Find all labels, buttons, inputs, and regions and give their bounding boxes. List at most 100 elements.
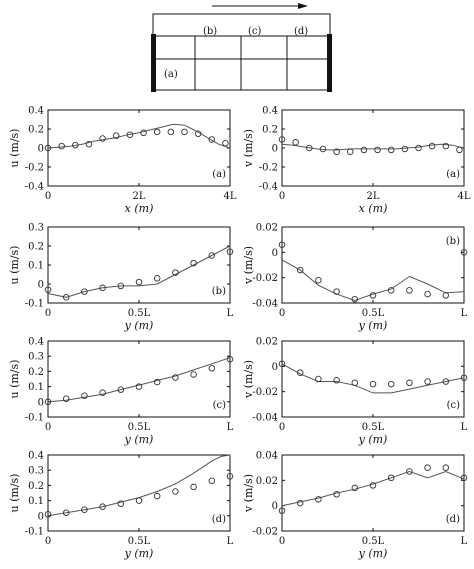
y-tick-label: 0.2 [28, 242, 44, 253]
y-tick-label: 0 [272, 501, 278, 512]
data-point [153, 275, 161, 282]
panel-label: (b) [212, 286, 226, 297]
x-tick-label: L [461, 536, 468, 547]
y-axis-label: v (m/s) [242, 246, 255, 285]
panel-label: (d) [212, 514, 226, 525]
plot-frame [281, 340, 465, 418]
series-line [47, 245, 231, 298]
series-line [47, 357, 231, 403]
data-point [406, 379, 413, 387]
y-tick-label: -0.04 [252, 413, 278, 424]
data-point [194, 130, 202, 137]
data-point [112, 132, 120, 139]
x-tick-label: 0.5L [362, 308, 385, 319]
chart-panel-5: 0 0.5L L-0.100.10.20.30.4y (m)u (m/s)(c) [8, 337, 234, 447]
data-point [99, 503, 106, 510]
x-tick-label: 0.5L [128, 308, 151, 319]
data-point [153, 128, 161, 136]
series-line [47, 123, 231, 149]
data-point [190, 259, 197, 267]
data-point [117, 282, 125, 290]
y-tick-label: -0.1 [25, 299, 44, 310]
data-point [226, 248, 234, 255]
y-tick-label: 0.3 [28, 466, 44, 477]
data-point [117, 500, 125, 507]
data-point [278, 360, 286, 368]
data-point [442, 464, 450, 471]
y-tick-label: -0.1 [25, 527, 44, 538]
data-point [424, 290, 431, 298]
data-point [424, 378, 431, 385]
data-point [442, 292, 450, 299]
data-point [208, 477, 216, 485]
y-tick-label: 0.02 [256, 223, 278, 234]
data-point [460, 374, 468, 381]
x-tick-label: 0 [279, 536, 285, 547]
y-axis-label: u (m/s) [8, 246, 21, 285]
data-point [81, 288, 88, 295]
data-point [306, 144, 313, 152]
y-axis-label: v (m/s) [242, 360, 255, 399]
x-tick-label: L [227, 422, 234, 433]
data-point [315, 276, 322, 284]
y-tick-label: 0.02 [256, 476, 278, 487]
data-point [172, 374, 179, 381]
data-point [208, 365, 216, 372]
data-point [278, 507, 286, 514]
plot-frame [47, 226, 231, 304]
data-point [319, 145, 327, 153]
data-point [190, 483, 197, 491]
y-tick-label: 0.3 [28, 223, 44, 234]
x-tick-label: 0 [279, 422, 285, 433]
data-point [406, 468, 413, 475]
y-tick-label: 0.2 [28, 125, 44, 136]
plot-frame [47, 340, 231, 418]
section-label-b: (b) [203, 26, 217, 37]
data-point [415, 144, 422, 152]
plot-frame [281, 226, 465, 304]
data-point [387, 380, 395, 388]
y-tick-label: -0.02 [252, 387, 278, 398]
data-point [369, 482, 377, 489]
data-point [333, 491, 340, 498]
data-point [62, 294, 70, 301]
data-point [117, 386, 125, 393]
x-axis-label: x (m) [359, 202, 388, 215]
data-point [278, 241, 286, 248]
data-point [351, 295, 359, 303]
x-axis-label: x (m) [125, 202, 154, 215]
data-point [278, 136, 286, 143]
y-tick-label: -0.2 [259, 163, 278, 174]
x-tick-label: 4L [457, 191, 470, 202]
chart-panel-3: 0 0.5L L-0.100.10.20.3y (m)u (m/s)(b) [8, 223, 234, 333]
panel-label: (a) [212, 169, 226, 180]
chart-panel-7: 0 0.5L L-0.100.10.20.30.4y (m)u (m/s)(d) [8, 451, 234, 561]
y-tick-label: 0.4 [28, 106, 44, 117]
section-label-d: (d) [294, 26, 308, 37]
y-tick-label: -0.2 [25, 163, 44, 174]
x-axis-label: y (m) [358, 547, 388, 560]
data-point [387, 474, 395, 482]
channel-outline [152, 13, 331, 36]
series-line [281, 470, 465, 507]
y-tick-label: 0.1 [28, 261, 44, 272]
y-axis-label: u (m/s) [8, 360, 21, 399]
plot-frame [47, 454, 231, 532]
data-point [62, 509, 70, 517]
section-label-c: (c) [248, 26, 262, 37]
data-point [351, 379, 359, 387]
data-point [44, 286, 52, 293]
panel-label: (a) [446, 169, 460, 180]
data-point [315, 496, 322, 503]
y-tick-label: -0.02 [252, 273, 278, 284]
y-tick-label: -0.02 [252, 527, 278, 538]
x-tick-label: 0 [279, 308, 285, 319]
x-tick-label: L [227, 536, 234, 547]
data-point [369, 292, 377, 299]
data-point [296, 499, 304, 507]
y-axis-label: u (m/s) [8, 474, 21, 513]
data-point [351, 484, 359, 492]
data-point [296, 266, 304, 274]
series-line [281, 363, 465, 394]
